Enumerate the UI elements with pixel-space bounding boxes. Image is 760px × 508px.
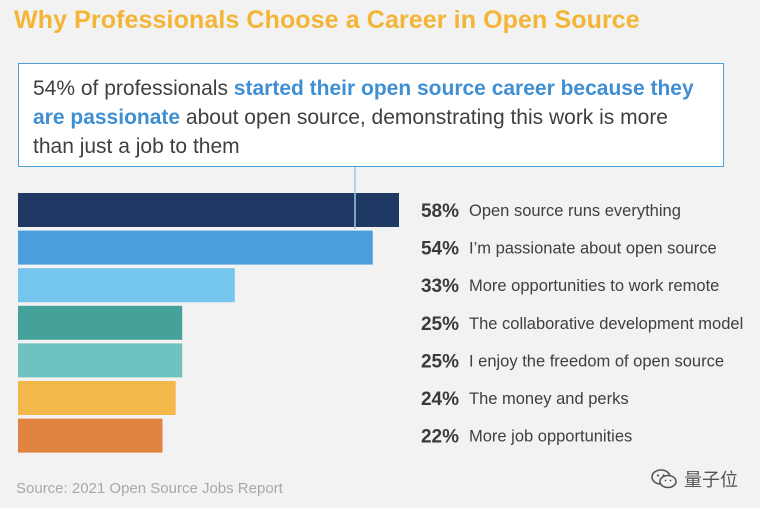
category-label-4: The collaborative development model [469,315,743,333]
category-label-1: Open source runs everything [469,202,681,220]
bar-1 [18,193,399,227]
source-note: Source: 2021 Open Source Jobs Report [16,480,283,497]
value-label-5: 25% [421,351,459,372]
bar-3 [18,268,235,303]
bar-2 [18,230,373,265]
callout-box: 54% of professionals started their open … [18,63,724,167]
bar-chart: 58% Open source runs everything 54% I’m pas… [18,167,743,453]
callout-text-post: about open source, demonstrating this wo… [33,106,668,158]
category-label-5: I enjoy the freedom of open source [469,352,724,370]
value-label-3: 33% [421,276,459,297]
bar-5 [18,343,183,378]
category-label-2: I’m passionate about open source [469,240,717,258]
category-label-3: More opportunities to work remote [469,277,719,295]
callout-text-pre: 54% of professionals [33,77,234,100]
watermark: 量子位 [650,466,738,492]
bar-7 [18,418,163,453]
chart-title: Why Professionals Choose a Career in Ope… [14,6,640,34]
value-label-1: 58% [421,201,459,222]
category-label-6: The money and perks [469,390,629,408]
value-label-6: 24% [421,389,459,410]
bar-4 [18,305,183,340]
value-label-4: 25% [421,314,459,335]
value-label-7: 22% [421,427,459,448]
category-label-7: More job opportunities [469,428,632,446]
value-label-2: 54% [421,239,459,260]
watermark-text: 量子位 [684,470,738,490]
wechat-logo-icon [651,469,677,489]
bar-6 [18,381,176,415]
callout-highlight: started their open source career because… [33,77,694,129]
